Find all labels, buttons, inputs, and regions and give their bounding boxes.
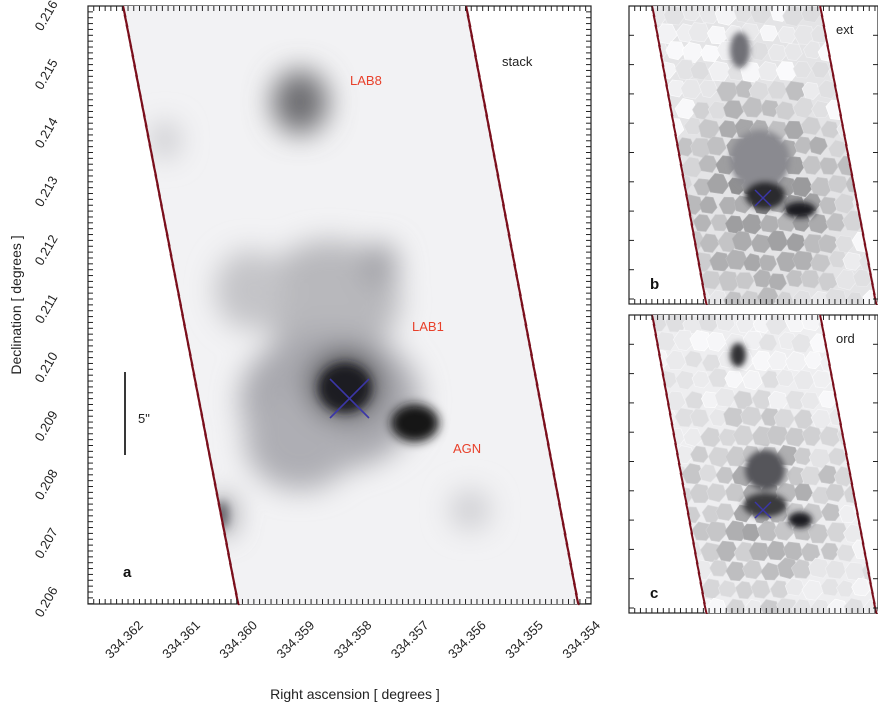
panel-a: 334.362 334.361 334.360 334.359 334.358 334.3… bbox=[8, 0, 603, 702]
y-tick-label: 0.206 bbox=[31, 584, 60, 620]
label-lab1: LAB1 bbox=[412, 319, 444, 334]
panel-a-minor-ticks bbox=[88, 6, 591, 605]
panel-b-boundary-right bbox=[819, 5, 878, 305]
x-tick-label: 334.361 bbox=[159, 618, 203, 662]
panel-b-minor-ticks bbox=[629, 6, 878, 304]
panel-b-boundary bbox=[651, 5, 878, 305]
y-tick-label: 0.209 bbox=[31, 408, 60, 444]
panel-b-letter: b bbox=[650, 276, 659, 293]
panel-a-boundary bbox=[121, 5, 580, 606]
y-tick-label: 0.210 bbox=[31, 349, 60, 385]
x-tick-label: 334.356 bbox=[445, 618, 489, 662]
x-tick-label: 334.358 bbox=[331, 618, 375, 662]
x-tick-label: 334.360 bbox=[216, 618, 260, 662]
panel-a-letter: a bbox=[123, 564, 132, 581]
y-tick-label: 0.211 bbox=[32, 291, 61, 326]
y-tick-label: 0.207 bbox=[31, 525, 60, 561]
label-agn: AGN bbox=[453, 441, 481, 456]
label-ord: ord bbox=[836, 331, 855, 346]
panel-c-boundary-left bbox=[651, 314, 708, 614]
x-tick-label: 334.359 bbox=[273, 618, 317, 662]
panel-a-boundary-left bbox=[121, 5, 240, 606]
panel-c-boundary-right bbox=[819, 314, 878, 614]
x-axis-title: Right ascension [ degrees ] bbox=[270, 686, 440, 702]
y-axis-title: Declination [ degrees ] bbox=[8, 235, 24, 374]
y-tick-label: 0.214 bbox=[31, 115, 60, 151]
label-ext: ext bbox=[836, 22, 854, 37]
y-tick-labels: 0.206 0.207 0.208 0.209 0.210 0.211 0.212 0.213… bbox=[31, 0, 60, 620]
x-tick-label: 334.355 bbox=[502, 618, 546, 662]
y-tick-label: 0.216 bbox=[31, 0, 60, 33]
panel-c-letter: c bbox=[650, 585, 658, 602]
panel-b: ext b bbox=[628, 5, 878, 305]
panel-b-boundary-left bbox=[651, 5, 708, 305]
y-tick-label: 0.212 bbox=[31, 232, 60, 268]
panel-a-cross-marker bbox=[329, 378, 370, 419]
panel-c-cross-marker bbox=[754, 501, 772, 519]
x-tick-labels: 334.362 334.361 334.360 334.359 334.358 334.3… bbox=[102, 618, 603, 662]
y-tick-label: 0.215 bbox=[31, 56, 60, 92]
panel-c-boundary bbox=[651, 314, 878, 614]
panel-c-minor-ticks bbox=[629, 315, 878, 613]
y-tick-label: 0.213 bbox=[31, 174, 60, 210]
x-tick-label: 334.357 bbox=[388, 618, 432, 662]
label-stack: stack bbox=[502, 54, 533, 69]
label-lab8: LAB8 bbox=[350, 73, 382, 88]
panel-a-boundary-right bbox=[464, 5, 580, 606]
scale-bar-label: 5" bbox=[138, 411, 150, 426]
x-tick-label: 334.354 bbox=[559, 618, 603, 662]
x-tick-label: 334.362 bbox=[102, 618, 146, 662]
panel-b-cross-marker bbox=[754, 189, 772, 207]
panel-c: ord c bbox=[628, 314, 878, 614]
y-tick-label: 0.208 bbox=[31, 467, 60, 503]
